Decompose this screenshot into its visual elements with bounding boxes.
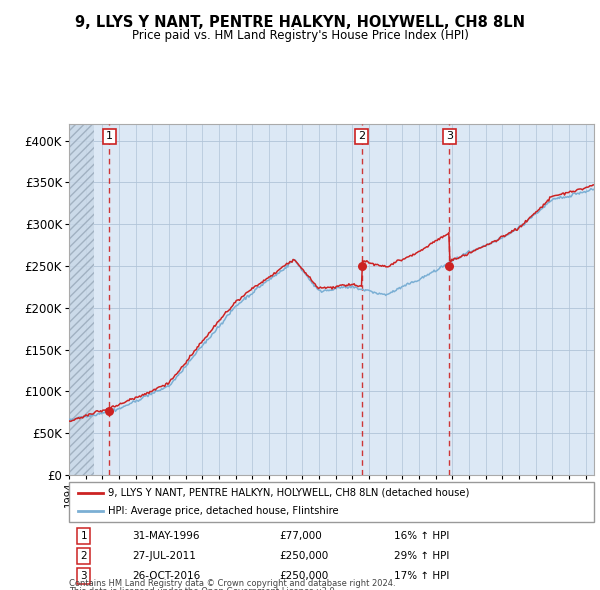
Text: 9, LLYS Y NANT, PENTRE HALKYN, HOLYWELL, CH8 8LN (detached house): 9, LLYS Y NANT, PENTRE HALKYN, HOLYWELL,… [109, 488, 470, 498]
Text: 1: 1 [106, 132, 113, 142]
Text: Price paid vs. HM Land Registry's House Price Index (HPI): Price paid vs. HM Land Registry's House … [131, 30, 469, 42]
Text: 27-JUL-2011: 27-JUL-2011 [132, 551, 196, 561]
Text: Contains HM Land Registry data © Crown copyright and database right 2024.: Contains HM Land Registry data © Crown c… [69, 579, 395, 588]
Text: 31-MAY-1996: 31-MAY-1996 [132, 531, 199, 541]
Text: 29% ↑ HPI: 29% ↑ HPI [395, 551, 450, 561]
Text: 3: 3 [446, 132, 453, 142]
Bar [69, 124, 94, 475]
Text: 1: 1 [80, 531, 87, 541]
Text: 17% ↑ HPI: 17% ↑ HPI [395, 571, 450, 581]
Text: 2: 2 [358, 132, 365, 142]
Text: £250,000: £250,000 [279, 571, 328, 581]
Text: 26-OCT-2016: 26-OCT-2016 [132, 571, 200, 581]
Text: £77,000: £77,000 [279, 531, 322, 541]
Text: This data is licensed under the Open Government Licence v3.0.: This data is licensed under the Open Gov… [69, 587, 337, 590]
FancyBboxPatch shape [69, 482, 594, 522]
Text: 3: 3 [80, 571, 87, 581]
Text: 9, LLYS Y NANT, PENTRE HALKYN, HOLYWELL, CH8 8LN: 9, LLYS Y NANT, PENTRE HALKYN, HOLYWELL,… [75, 15, 525, 30]
Text: 2: 2 [80, 551, 87, 561]
Text: 16% ↑ HPI: 16% ↑ HPI [395, 531, 450, 541]
Text: HPI: Average price, detached house, Flintshire: HPI: Average price, detached house, Flin… [109, 506, 339, 516]
Text: £250,000: £250,000 [279, 551, 328, 561]
